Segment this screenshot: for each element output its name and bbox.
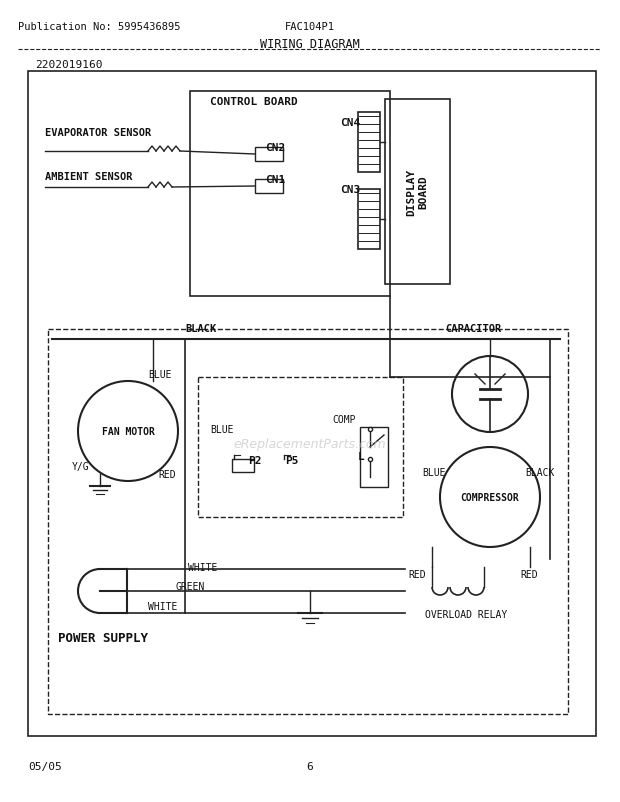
Text: Publication No: 5995436895: Publication No: 5995436895 — [18, 22, 180, 32]
Bar — [358, 190, 380, 249]
Bar — [190, 92, 390, 297]
Text: DISPLAY
BOARD: DISPLAY BOARD — [407, 168, 428, 216]
Bar — [232, 460, 254, 472]
Bar — [28, 72, 596, 736]
Text: COMPRESSOR: COMPRESSOR — [461, 492, 520, 502]
Text: CONTROL BOARD: CONTROL BOARD — [210, 97, 298, 107]
Text: 6: 6 — [307, 761, 313, 771]
Text: GREEN: GREEN — [175, 581, 205, 591]
Text: 2202019160: 2202019160 — [35, 60, 102, 70]
Text: EVAPORATOR SENSOR: EVAPORATOR SENSOR — [45, 128, 151, 138]
Text: L: L — [358, 452, 365, 461]
Text: COMP: COMP — [332, 415, 355, 424]
Text: CN1: CN1 — [265, 175, 285, 184]
Text: BLUE: BLUE — [422, 468, 446, 477]
Text: CN4: CN4 — [340, 118, 360, 128]
Text: P2: P2 — [248, 456, 262, 465]
Text: CN2: CN2 — [265, 143, 285, 153]
Text: RED: RED — [158, 469, 175, 480]
Text: RED: RED — [408, 569, 425, 579]
Text: BLACK: BLACK — [185, 323, 216, 334]
Text: BLACK: BLACK — [525, 468, 554, 477]
Text: AMBIENT SENSOR: AMBIENT SENSOR — [45, 172, 133, 182]
Text: FAN MOTOR: FAN MOTOR — [102, 427, 154, 436]
Text: BLUE: BLUE — [148, 370, 172, 379]
Text: BLUE: BLUE — [210, 424, 234, 435]
Bar — [360, 427, 388, 488]
Bar — [48, 330, 568, 714]
Text: Y/G: Y/G — [72, 461, 90, 472]
Text: RED: RED — [520, 569, 538, 579]
Bar — [255, 148, 283, 162]
Text: P5: P5 — [285, 456, 298, 465]
Text: CAPACITOR: CAPACITOR — [445, 323, 501, 334]
Bar — [255, 180, 283, 194]
Text: WIRING DIAGRAM: WIRING DIAGRAM — [260, 38, 360, 51]
Text: eReplacementParts.com: eReplacementParts.com — [234, 438, 386, 451]
Text: POWER SUPPLY: POWER SUPPLY — [58, 631, 148, 644]
Bar — [358, 113, 380, 172]
Text: WHITE: WHITE — [148, 602, 177, 611]
Text: 05/05: 05/05 — [28, 761, 62, 771]
Bar — [385, 100, 450, 285]
Text: CN3: CN3 — [340, 184, 360, 195]
Text: FAC104P1: FAC104P1 — [285, 22, 335, 32]
Bar — [198, 378, 403, 517]
Text: WHITE: WHITE — [188, 562, 218, 573]
Text: OVERLOAD RELAY: OVERLOAD RELAY — [425, 610, 507, 619]
